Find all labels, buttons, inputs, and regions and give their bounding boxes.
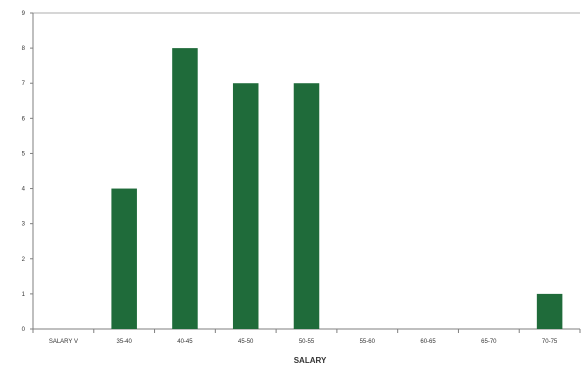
bar	[232, 83, 259, 329]
x-tick-label: 55-60	[360, 339, 376, 345]
y-tick-label: 2	[22, 257, 26, 263]
y-tick-label: 9	[22, 11, 26, 17]
x-tick-label: 40-45	[177, 339, 193, 345]
x-tick-label: 65-70	[481, 339, 497, 345]
y-tick-label: 3	[22, 222, 26, 228]
y-tick-label: 6	[22, 116, 26, 122]
bar	[293, 83, 320, 329]
y-tick-label: 5	[22, 151, 26, 157]
x-tick-label: 45-50	[238, 339, 254, 345]
y-tick-labels: 0 1 2 3 4 5 6 7 8 9	[22, 11, 33, 333]
y-tick-label: 1	[22, 292, 26, 298]
x-tick-label: 70-75	[542, 339, 558, 345]
bar	[172, 48, 198, 329]
x-axis-title: SALARY	[294, 356, 327, 365]
bars	[111, 48, 563, 329]
x-tick-labels: SALARY V 35-40 40-45 45-50 50-55 55-60 60-65 65…	[32, 329, 581, 345]
x-tick-label: 60-65	[420, 339, 436, 345]
x-tick-label: 50-55	[299, 339, 315, 345]
y-tick-label: 8	[22, 46, 26, 52]
y-tick-label: 0	[22, 327, 26, 333]
y-tick-label: 7	[22, 81, 26, 87]
x-tick-label: 35-40	[116, 339, 132, 345]
y-tick-label: 4	[22, 187, 26, 193]
bar	[536, 293, 563, 329]
bar	[111, 188, 137, 329]
x-tick-label: SALARY V	[49, 339, 78, 345]
